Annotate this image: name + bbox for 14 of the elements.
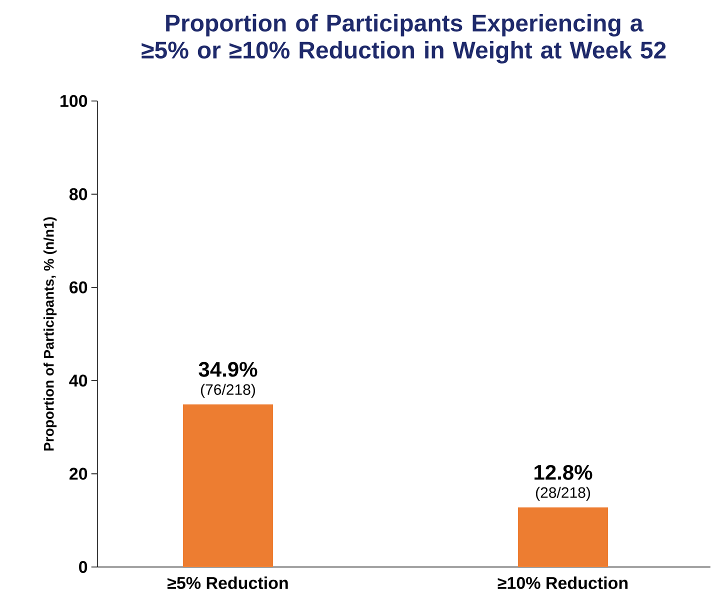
y-tick-label: 100 <box>60 94 88 108</box>
y-tick-label: 40 <box>69 374 88 387</box>
data-label: 12.8% <box>534 464 592 480</box>
annotation: (76/218) <box>200 384 255 398</box>
y-axis-title: Proportion of Participants, % (n/n1) <box>44 217 57 451</box>
annotation: (28/218) <box>536 486 590 501</box>
x-tick-label: ≥10% Reduction <box>498 576 628 590</box>
chart-title: Proportion of Participants Experiencing a ≥5% or ≥10% Reduction in Weight at Week 52 <box>142 14 666 64</box>
x-tick-label: ≥5% Reduction <box>168 576 288 590</box>
y-tick-label: 0 <box>79 560 88 574</box>
y-tick-label: 80 <box>69 188 88 200</box>
y-tick-label: 20 <box>70 468 88 480</box>
data-label: 34.9% <box>198 362 258 377</box>
y-tick-label: 60 <box>70 281 88 294</box>
